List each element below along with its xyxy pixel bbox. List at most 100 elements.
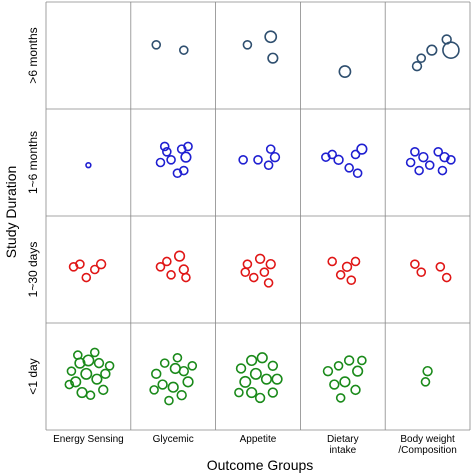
column-label-line: /Composition bbox=[398, 445, 456, 456]
data-point bbox=[335, 393, 346, 403]
data-point bbox=[76, 386, 88, 399]
column-label: Energy Sensing bbox=[53, 434, 124, 445]
data-point bbox=[322, 365, 334, 377]
data-point bbox=[267, 387, 279, 398]
column-labels: Energy Sensing Glycemic Appetite Dietary int… bbox=[53, 434, 457, 456]
data-point bbox=[70, 376, 82, 388]
data-point bbox=[89, 347, 100, 358]
row-label: <1 day bbox=[26, 358, 40, 394]
data-point bbox=[159, 358, 170, 368]
data-point bbox=[238, 155, 248, 165]
data-point bbox=[95, 258, 107, 270]
data-point bbox=[173, 250, 186, 262]
row-labels: >6 months 1~6 months 1~30 days <1 day bbox=[26, 27, 40, 394]
column-label: Glycemic bbox=[153, 434, 194, 445]
data-point bbox=[180, 151, 192, 163]
data-point bbox=[162, 147, 172, 157]
data-point bbox=[167, 381, 179, 393]
data-point bbox=[149, 385, 159, 395]
data-point bbox=[267, 52, 279, 64]
data-point bbox=[151, 39, 162, 50]
data-point bbox=[271, 373, 283, 385]
data-point bbox=[81, 272, 92, 283]
data-point bbox=[98, 384, 109, 396]
data-point bbox=[441, 272, 452, 283]
x-axis-title: Outcome Groups bbox=[207, 457, 314, 473]
data-point bbox=[93, 357, 105, 369]
data-point bbox=[356, 143, 368, 155]
data-point bbox=[341, 261, 353, 273]
data-point bbox=[254, 253, 266, 264]
data-point bbox=[333, 360, 344, 371]
data-point bbox=[164, 395, 174, 406]
data-point bbox=[85, 161, 92, 169]
data-point bbox=[422, 365, 433, 377]
data-point bbox=[263, 160, 274, 170]
data-point bbox=[435, 262, 446, 272]
data-point bbox=[265, 258, 276, 270]
data-points bbox=[64, 30, 460, 406]
data-point bbox=[426, 44, 438, 56]
data-point bbox=[338, 65, 352, 78]
data-point bbox=[172, 352, 183, 363]
data-point bbox=[439, 151, 450, 163]
data-point bbox=[446, 155, 456, 165]
column-label: Body weight/Composition bbox=[398, 434, 456, 456]
data-point bbox=[155, 157, 166, 168]
column-label-line: Appetite bbox=[240, 434, 277, 445]
data-point bbox=[256, 352, 268, 364]
data-point bbox=[234, 387, 244, 398]
data-point bbox=[179, 45, 189, 55]
column-label: Appetite bbox=[240, 434, 277, 445]
data-point bbox=[75, 259, 85, 269]
row-label: >6 months bbox=[26, 27, 40, 83]
data-point bbox=[235, 363, 247, 374]
column-label-line: Body weight bbox=[400, 434, 455, 445]
data-point bbox=[260, 373, 273, 385]
data-point bbox=[414, 165, 424, 176]
data-point bbox=[253, 155, 263, 165]
data-point bbox=[100, 368, 111, 380]
data-point bbox=[357, 355, 367, 366]
data-point bbox=[433, 147, 444, 157]
data-point bbox=[264, 30, 278, 44]
data-point bbox=[346, 275, 357, 286]
data-point bbox=[352, 168, 363, 178]
data-point bbox=[269, 151, 281, 163]
data-point bbox=[265, 144, 276, 154]
data-point bbox=[424, 160, 435, 170]
data-point bbox=[166, 155, 176, 165]
data-point bbox=[254, 392, 266, 404]
data-point bbox=[162, 256, 172, 267]
column-label-line: Dietary bbox=[327, 434, 359, 445]
data-point bbox=[66, 366, 77, 376]
data-point bbox=[327, 149, 338, 160]
column-label-line: Glycemic bbox=[153, 434, 194, 445]
column-label: Dietary intake bbox=[327, 434, 359, 456]
data-point bbox=[178, 365, 190, 377]
data-point bbox=[327, 256, 338, 267]
data-point bbox=[181, 272, 191, 283]
data-point bbox=[176, 390, 187, 401]
data-point bbox=[242, 39, 253, 50]
data-point bbox=[263, 278, 274, 288]
data-point bbox=[73, 350, 83, 360]
data-point bbox=[104, 360, 115, 371]
data-point bbox=[91, 373, 103, 385]
data-point bbox=[329, 379, 340, 390]
data-point bbox=[178, 264, 190, 275]
data-point bbox=[350, 256, 361, 267]
data-point bbox=[239, 375, 252, 388]
data-point bbox=[246, 386, 258, 399]
data-point bbox=[183, 141, 193, 152]
data-point bbox=[155, 262, 166, 272]
data-point bbox=[420, 377, 431, 387]
column-label-line: Energy Sensing bbox=[53, 434, 124, 445]
data-point bbox=[240, 267, 251, 277]
y-axis-title: Study Duration bbox=[3, 166, 19, 259]
row-label: 1~30 days bbox=[26, 242, 40, 298]
data-point bbox=[151, 368, 162, 380]
data-point bbox=[159, 141, 170, 152]
data-point bbox=[267, 360, 279, 371]
